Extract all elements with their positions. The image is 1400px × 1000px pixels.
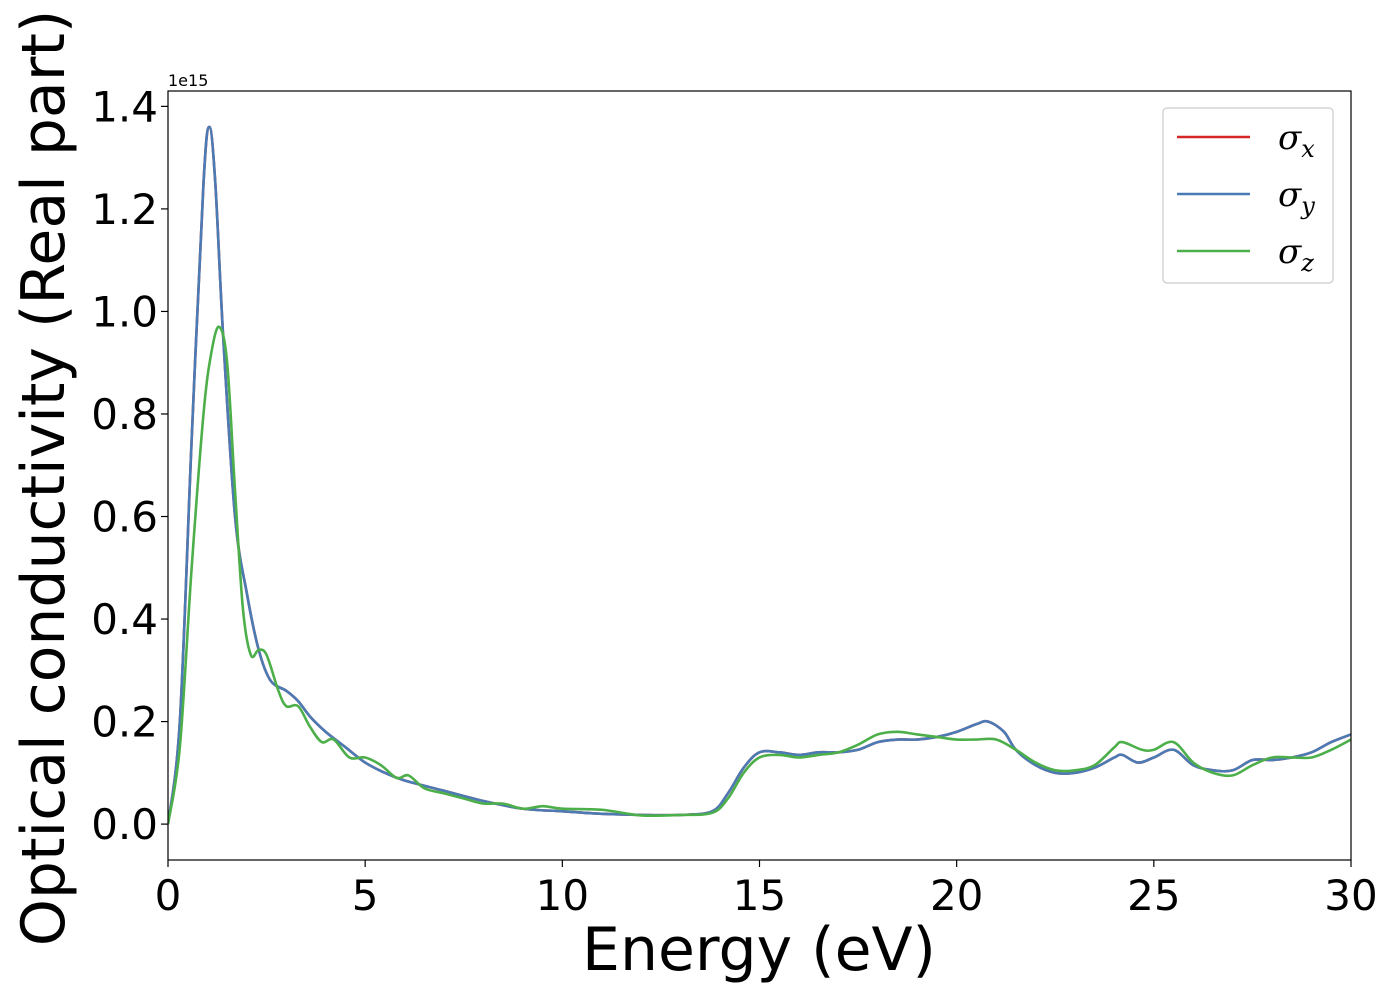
x-tick-label: 20 [930, 871, 983, 920]
legend-subscript-z: z [1300, 249, 1314, 277]
y-tick-label: 0.2 [91, 698, 158, 747]
y-axis: 0.0 0.2 0.4 0.6 0.8 1.0 1.2 1.4 [91, 82, 168, 849]
x-axis: 0 5 10 15 20 25 30 [155, 860, 1378, 920]
legend-box [1162, 107, 1334, 284]
x-tick-label: 15 [733, 871, 786, 920]
legend-subscript-y: y [1300, 192, 1315, 220]
y-tick-label: 1.0 [91, 287, 158, 336]
x-tick-label: 10 [536, 871, 589, 920]
legend-subscript-x: x [1301, 135, 1315, 163]
series-line-z [168, 325, 1351, 825]
series-layer [168, 125, 1351, 825]
x-tick-label: 25 [1127, 871, 1180, 920]
y-axis-title: Optical conductivity (Real part) [9, 10, 79, 947]
y-tick-label: 0.0 [91, 800, 158, 849]
y-tick-label: 1.4 [91, 82, 158, 131]
x-tick-label: 30 [1324, 871, 1377, 920]
x-tick-label: 0 [155, 871, 182, 920]
x-tick-label: 5 [352, 871, 379, 920]
x-axis-title: Energy (eV) [582, 915, 936, 985]
y-tick-label: 0.6 [91, 493, 158, 542]
y-tick-label: 0.4 [91, 595, 158, 644]
y-tick-label: 0.8 [91, 390, 158, 439]
y-offset-label: 1e15 [168, 71, 208, 90]
y-tick-label: 1.2 [91, 185, 158, 234]
